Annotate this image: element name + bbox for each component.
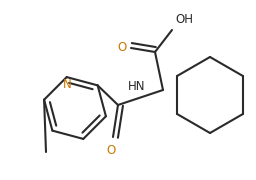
Text: N: N bbox=[63, 78, 72, 91]
Text: OH: OH bbox=[175, 13, 193, 26]
Text: O: O bbox=[118, 40, 127, 53]
Text: O: O bbox=[106, 144, 116, 157]
Text: HN: HN bbox=[128, 80, 145, 93]
